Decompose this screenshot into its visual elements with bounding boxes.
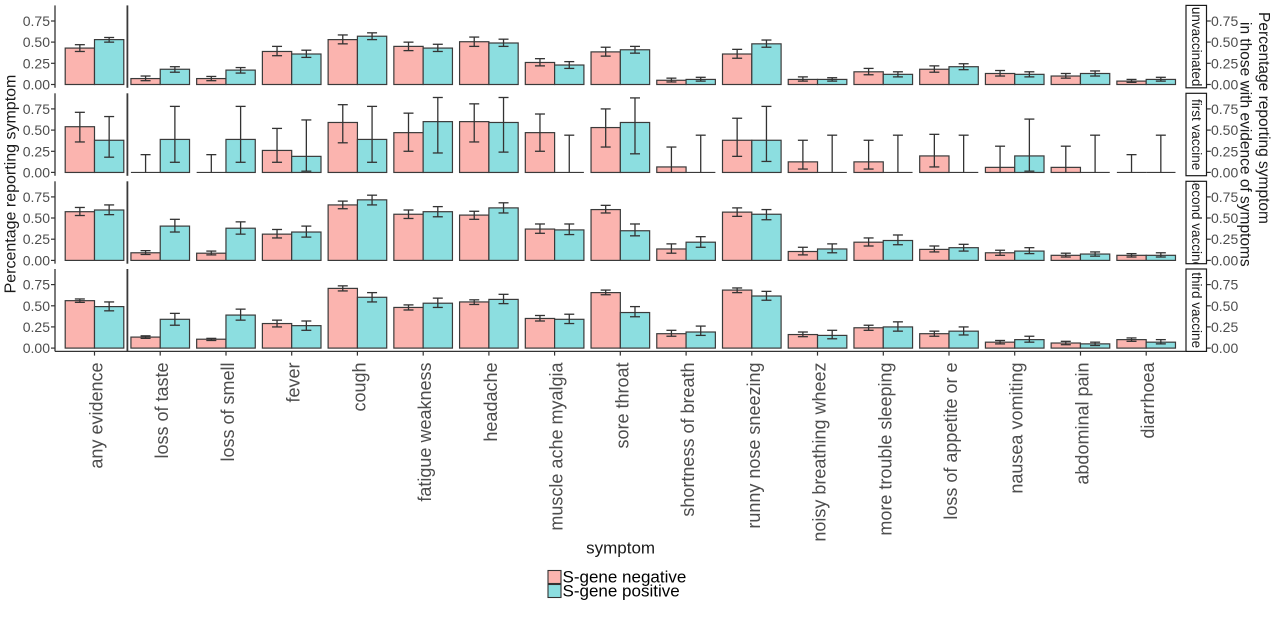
svg-text:shortness of breath: shortness of breath xyxy=(678,363,698,517)
svg-text:0.00: 0.00 xyxy=(1211,77,1238,93)
svg-text:Percentage reporting symptom: Percentage reporting symptom xyxy=(1255,12,1272,224)
svg-text:any evidence: any evidence xyxy=(87,363,107,469)
svg-text:abdominal pain: abdominal pain xyxy=(1073,363,1093,485)
svg-text:0.75: 0.75 xyxy=(23,277,50,293)
svg-text:noisy breathing wheez: noisy breathing wheez xyxy=(810,363,830,542)
svg-text:unvaccinated: unvaccinated xyxy=(1189,7,1204,87)
svg-text:0.75: 0.75 xyxy=(23,13,50,29)
svg-text:0.75: 0.75 xyxy=(23,101,50,117)
svg-text:0.25: 0.25 xyxy=(23,55,50,71)
svg-text:in those with evidence of symp: in those with evidence of symptoms xyxy=(1237,22,1254,267)
svg-text:more trouble sleeping: more trouble sleeping xyxy=(875,363,895,536)
svg-text:0.00: 0.00 xyxy=(23,340,50,356)
svg-text:0.50: 0.50 xyxy=(23,122,50,138)
svg-text:0.50: 0.50 xyxy=(1211,122,1238,138)
svg-text:symptom: symptom xyxy=(586,539,655,558)
svg-text:0.50: 0.50 xyxy=(23,298,50,314)
svg-text:0.50: 0.50 xyxy=(1211,210,1238,226)
svg-text:0.00: 0.00 xyxy=(23,77,50,93)
svg-text:first vaccine: first vaccine xyxy=(1189,99,1204,170)
svg-text:0.50: 0.50 xyxy=(23,210,50,226)
svg-text:0.00: 0.00 xyxy=(1211,340,1238,356)
svg-text:0.25: 0.25 xyxy=(23,319,50,335)
svg-text:nausea vomiting: nausea vomiting xyxy=(1007,362,1027,493)
svg-text:0.25: 0.25 xyxy=(23,143,50,159)
svg-text:S-gene negative: S-gene negative xyxy=(563,568,687,587)
svg-text:fever: fever xyxy=(284,363,304,403)
svg-text:0.00: 0.00 xyxy=(23,252,50,268)
svg-text:0.25: 0.25 xyxy=(1211,55,1238,71)
svg-text:S-gene positive: S-gene positive xyxy=(563,582,680,601)
svg-text:third vaccine: third vaccine xyxy=(1189,272,1204,348)
svg-text:loss of taste: loss of taste xyxy=(152,363,172,459)
svg-text:0.75: 0.75 xyxy=(23,189,50,205)
svg-text:fatigue weakness: fatigue weakness xyxy=(415,363,435,502)
svg-text:0.00: 0.00 xyxy=(1211,164,1238,180)
svg-text:0.75: 0.75 xyxy=(1211,101,1238,117)
svg-text:0.00: 0.00 xyxy=(1211,252,1238,268)
svg-text:0.50: 0.50 xyxy=(1211,34,1238,50)
svg-text:second vaccine: second vaccine xyxy=(1189,176,1204,269)
svg-text:0.75: 0.75 xyxy=(1211,277,1238,293)
svg-text:0.50: 0.50 xyxy=(23,34,50,50)
svg-text:0.50: 0.50 xyxy=(1211,298,1238,314)
svg-text:0.25: 0.25 xyxy=(23,231,50,247)
svg-text:sore throat: sore throat xyxy=(612,363,632,449)
svg-text:headache: headache xyxy=(481,363,501,442)
svg-text:0.75: 0.75 xyxy=(1211,13,1238,29)
svg-text:runny nose sneezing: runny nose sneezing xyxy=(744,363,764,529)
svg-text:0.75: 0.75 xyxy=(1211,189,1238,205)
svg-text:0.00: 0.00 xyxy=(23,164,50,180)
svg-text:Percentage reporting symptom: Percentage reporting symptom xyxy=(3,75,20,294)
svg-text:0.25: 0.25 xyxy=(1211,319,1238,335)
svg-text:muscle ache myalgia: muscle ache myalgia xyxy=(547,362,567,531)
svg-text:0.25: 0.25 xyxy=(1211,143,1238,159)
svg-text:diarrhoea: diarrhoea xyxy=(1138,362,1158,439)
svg-text:cough: cough xyxy=(349,363,369,412)
svg-text:0.25: 0.25 xyxy=(1211,231,1238,247)
svg-text:loss of smell: loss of smell xyxy=(218,363,238,462)
svg-text:loss of appetite or e: loss of appetite or e xyxy=(941,363,961,520)
